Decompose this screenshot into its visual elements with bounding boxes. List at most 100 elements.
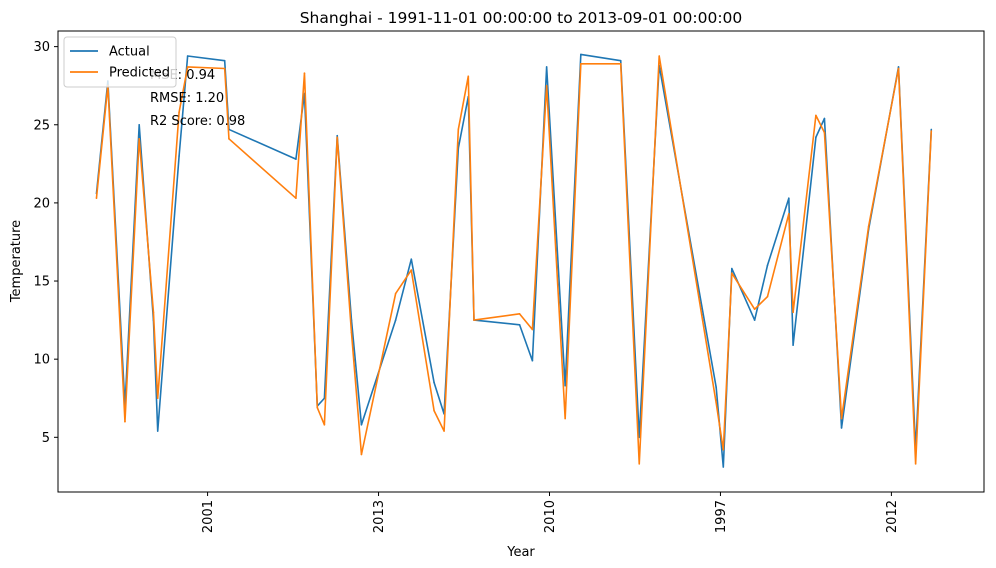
data-point-predicted-9: [228, 138, 230, 140]
y-tick-label: 15: [33, 275, 50, 290]
y-axis: 5 10 15 20 25 30: [33, 40, 58, 446]
x-tick-label: 2012: [885, 500, 900, 533]
x-tick-label: 2010: [543, 500, 558, 533]
data-point-predicted-28: [580, 63, 582, 65]
data-point-predicted-32: [715, 402, 717, 404]
y-tick-label: 10: [33, 353, 50, 368]
data-point-actual-39: [815, 136, 817, 139]
data-point-predicted-2: [124, 420, 126, 423]
data-point-predicted-12: [316, 406, 319, 409]
data-point-predicted-39: [815, 114, 817, 117]
data-point-predicted-11: [303, 72, 306, 74]
data-point-predicted-4: [152, 311, 155, 314]
data-point-predicted-24: [518, 313, 521, 315]
data-point-actual-18: [410, 258, 413, 260]
data-point-actual-7: [186, 55, 189, 57]
data-point-predicted-27: [564, 417, 566, 420]
metric-annotation: R2 Score: 0.98: [150, 114, 245, 129]
data-point-predicted-0: [95, 197, 98, 200]
data-point-actual-19: [433, 381, 435, 384]
data-point-predicted-23: [473, 319, 475, 321]
legend: Actual Predicted: [63, 36, 177, 88]
data-point-predicted-14: [336, 136, 339, 139]
data-point-actual-17: [394, 319, 397, 321]
data-point-actual-37: [788, 197, 790, 200]
plot-frame: [57, 30, 985, 493]
data-point-predicted-13: [323, 424, 326, 426]
data-point-predicted-30: [638, 463, 641, 465]
data-point-actual-35: [753, 319, 756, 321]
data-point-predicted-38: [792, 311, 794, 314]
y-tick-label: 20: [33, 196, 50, 211]
data-point-actual-14: [336, 134, 339, 137]
data-point-predicted-7: [186, 66, 189, 68]
data-point-predicted-6: [178, 111, 180, 114]
y-tick-label: 30: [33, 40, 50, 55]
legend-label-predicted: Predicted: [109, 66, 170, 81]
data-point-predicted-44: [914, 463, 917, 465]
data-point-actual-29: [619, 59, 622, 62]
data-point-actual-41: [840, 427, 843, 429]
data-point-predicted-19: [433, 409, 435, 412]
data-point-predicted-37: [788, 213, 790, 215]
data-point-predicted-18: [410, 269, 413, 271]
data-point-actual-8: [223, 59, 226, 62]
data-point-predicted-41: [840, 417, 843, 420]
data-point-predicted-26: [545, 84, 548, 87]
data-point-actual-26: [545, 66, 548, 68]
y-tick-label: 25: [33, 118, 50, 133]
x-axis: 2001 2013 2010 1997 2012: [201, 492, 900, 533]
x-axis-label: Year: [506, 545, 535, 560]
legend-box: [63, 36, 177, 88]
data-point-actual-36: [766, 264, 769, 267]
data-point-predicted-33: [722, 449, 725, 451]
y-tick-label: 5: [42, 431, 50, 446]
data-point-actual-30: [638, 436, 641, 439]
data-point-actual-33: [722, 466, 725, 468]
data-point-actual-28: [580, 53, 582, 56]
data-point-actual-5: [156, 430, 159, 432]
data-point-predicted-17: [394, 292, 397, 295]
data-point-predicted-22: [467, 75, 470, 78]
data-point-predicted-21: [457, 128, 460, 131]
data-point-actual-38: [792, 344, 794, 346]
x-tick-label: 1997: [714, 500, 729, 533]
data-point-actual-25: [531, 359, 534, 362]
data-point-predicted-40: [823, 131, 826, 134]
data-point-predicted-5: [156, 397, 159, 400]
series-line-predicted: [95, 55, 933, 465]
data-point-actual-45: [930, 128, 933, 131]
y-axis-label: Temperature: [9, 220, 24, 303]
data-point-predicted-20: [443, 430, 445, 432]
data-point-actual-40: [823, 117, 826, 120]
data-point-actual-43: [897, 66, 900, 68]
legend-label-actual: Actual: [109, 45, 150, 60]
x-tick-label: 2001: [201, 500, 216, 533]
data-point-predicted-35: [753, 308, 756, 310]
data-point-predicted-29: [619, 63, 622, 65]
data-point-predicted-43: [897, 67, 900, 70]
data-point-actual-34: [731, 267, 733, 270]
data-point-predicted-36: [766, 295, 769, 298]
data-point-predicted-10: [295, 197, 297, 200]
data-point-predicted-8: [223, 67, 226, 70]
x-tick-label: 2013: [372, 500, 387, 533]
data-point-actual-10: [295, 158, 297, 160]
data-point-actual-32: [715, 386, 717, 389]
data-point-actual-3: [138, 123, 140, 126]
series-layer: [95, 53, 933, 468]
series-predicted: [95, 55, 933, 465]
data-point-predicted-16: [360, 453, 363, 456]
data-point-predicted-34: [731, 272, 733, 275]
metric-annotation: RMSE: 1.20: [150, 91, 224, 106]
data-point-actual-27: [564, 384, 566, 387]
chart-title: Shanghai - 1991-11-01 00:00:00 to 2013-0…: [300, 9, 743, 27]
data-point-actual-6: [178, 155, 180, 157]
data-point-predicted-42: [867, 225, 870, 228]
data-point-predicted-31: [658, 55, 660, 57]
data-point-predicted-25: [531, 328, 534, 331]
data-point-predicted-15: [350, 331, 353, 334]
data-point-predicted-3: [138, 138, 140, 140]
